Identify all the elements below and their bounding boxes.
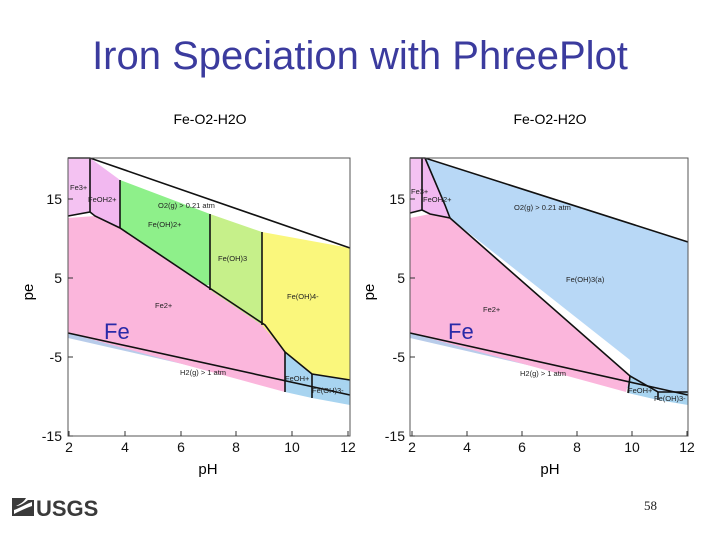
y-tick-label: 15 xyxy=(46,191,62,207)
label-fe2: Fe2+ xyxy=(483,305,501,314)
usgs-logo: USGS xyxy=(12,496,98,520)
region-feohp xyxy=(285,352,312,398)
region-feoh2-plus xyxy=(120,180,210,285)
label-feoh2: FeOH2+ xyxy=(423,195,452,204)
label-feoh3-minus: Fe(OH)3- xyxy=(312,386,344,395)
y-tick-label: -15 xyxy=(42,428,62,444)
y-tick-label: 5 xyxy=(397,270,405,286)
axis-ticks xyxy=(68,198,349,437)
label-feoh3: Fe(OH)3 xyxy=(218,254,247,263)
pourbaix-diagram-right: Fe-O2-H2O 2 4 6 8 10 12 15 5 -5 -15 pH xyxy=(361,111,695,478)
page-number: 58 xyxy=(644,498,657,513)
y-tick-label: -5 xyxy=(393,349,406,365)
label-feohp: FeOH+ xyxy=(285,374,310,383)
y-axis-label: pe xyxy=(361,284,378,301)
region-feohp xyxy=(628,376,658,400)
region-fe2 xyxy=(410,214,630,392)
label-feoh3a: Fe(OH)3(a) xyxy=(566,275,605,284)
region-feoh2 xyxy=(90,158,120,228)
plot-frame xyxy=(409,157,689,437)
region-fe3 xyxy=(410,158,422,213)
usgs-logo-text: USGS xyxy=(36,496,98,520)
x-axis-label: pH xyxy=(540,461,559,478)
x-tick-label: 2 xyxy=(65,439,73,455)
fe-label: Fe xyxy=(448,319,474,344)
diagram-title: Fe-O2-H2O xyxy=(173,111,246,127)
pourbaix-diagram-left: Fe-O2-H2O 2 4 6 8 10 1 xyxy=(20,111,356,478)
x-tick-label: 12 xyxy=(340,439,356,455)
y-tick-label: 5 xyxy=(54,270,62,286)
label-fe2: Fe2+ xyxy=(155,301,173,310)
region-feoh3-minus xyxy=(312,374,350,405)
diagram-title: Fe-O2-H2O xyxy=(513,111,586,127)
plot-frame xyxy=(67,157,351,437)
label-feoh3-minus: Fe(OH)3- xyxy=(654,394,686,403)
y-tick-label: -5 xyxy=(50,349,63,365)
x-tick-label: 8 xyxy=(573,439,581,455)
region-feoh3-minus xyxy=(658,392,688,405)
label-feohp: FeOH+ xyxy=(628,386,653,395)
x-tick-label: 4 xyxy=(463,439,471,455)
x-tick-label: 10 xyxy=(624,439,640,455)
label-h2: H2(g) > 1 atm xyxy=(520,369,566,378)
label-feoh2: FeOH2+ xyxy=(88,195,117,204)
axis-ticks xyxy=(410,198,688,437)
region-fe3 xyxy=(68,158,90,216)
region-feoh2 xyxy=(422,158,450,218)
fe-label: Fe xyxy=(104,319,130,344)
region-feoh3a xyxy=(425,158,688,392)
x-tick-label: 4 xyxy=(121,439,129,455)
region-fe2 xyxy=(68,216,285,392)
label-fe3: Fe3+ xyxy=(411,187,429,196)
y-tick-label: 15 xyxy=(389,191,405,207)
x-tick-label: 8 xyxy=(232,439,240,455)
x-tick-label: 6 xyxy=(177,439,185,455)
slide-title: Iron Speciation with PhreePlot xyxy=(92,34,628,78)
x-axis-label: pH xyxy=(198,461,217,478)
x-tick-label: 6 xyxy=(518,439,526,455)
y-axis-label: pe xyxy=(20,284,37,301)
region-feoh4 xyxy=(262,232,350,380)
label-feoh4: Fe(OH)4- xyxy=(287,292,319,301)
label-o2: O2(g) > 0.21 atm xyxy=(158,201,215,210)
x-tick-label: 10 xyxy=(284,439,300,455)
x-tick-label: 12 xyxy=(679,439,695,455)
x-tick-label: 2 xyxy=(408,439,416,455)
label-feoh2-plus: Fe(OH)2+ xyxy=(148,220,182,229)
y-tick-label: -15 xyxy=(385,428,405,444)
label-fe3: Fe3+ xyxy=(70,183,88,192)
label-h2: H2(g) > 1 atm xyxy=(180,368,226,377)
label-o2: O2(g) > 0.21 atm xyxy=(514,203,571,212)
usgs-wave-icon xyxy=(12,498,34,516)
